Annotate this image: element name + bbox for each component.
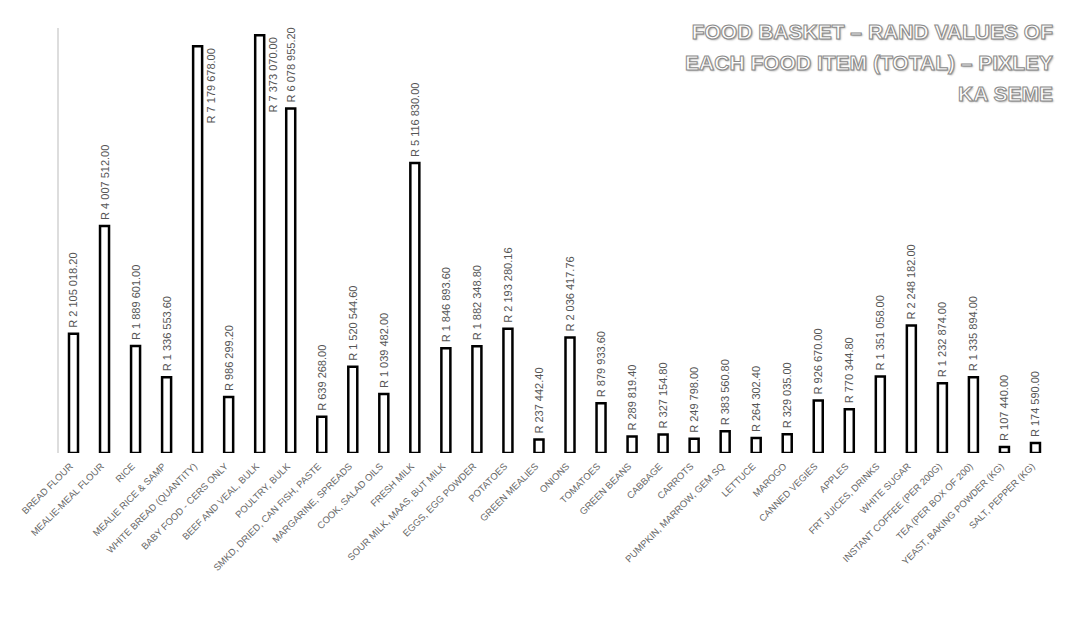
svg-text:BEEF AND VEAL, BULK: BEEF AND VEAL, BULK — [179, 460, 262, 542]
svg-text:R 1 351 058.00: R 1 351 058.00 — [874, 295, 886, 370]
svg-text:R 2 036 417.76: R 2 036 417.76 — [564, 256, 576, 331]
svg-text:R 879 933.60: R 879 933.60 — [595, 331, 607, 397]
svg-text:BABY FOOD - CERS ONLY: BABY FOOD - CERS ONLY — [138, 460, 231, 552]
svg-text:R 249 798.00: R 249 798.00 — [688, 367, 700, 433]
svg-text:FRT JUICES, DRINKS: FRT JUICES, DRINKS — [806, 460, 882, 537]
svg-text:R 2 105 018.20: R 2 105 018.20 — [68, 252, 80, 327]
svg-text:POTATOES: POTATOES — [466, 460, 510, 504]
svg-text:R 6 078 955.20: R 6 078 955.20 — [285, 27, 297, 102]
svg-text:POULTRY, BULK: POULTRY, BULK — [233, 460, 293, 520]
svg-text:MEALIE RICE & SAMP: MEALIE RICE & SAMP — [90, 460, 168, 539]
svg-text:BREAD FLOUR: BREAD FLOUR — [19, 461, 75, 517]
svg-text:EGGS, EGG POWDER: EGGS, EGG POWDER — [400, 461, 478, 539]
svg-text:R 1 889 601.00: R 1 889 601.00 — [130, 265, 142, 340]
svg-text:R 2 193 280.16: R 2 193 280.16 — [502, 247, 514, 322]
svg-text:R 383 560.80: R 383 560.80 — [719, 359, 731, 425]
svg-text:ONIONS: ONIONS — [537, 460, 572, 495]
svg-text:GREEN BEANS: GREEN BEANS — [577, 461, 633, 517]
svg-text:R 174 590.00: R 174 590.00 — [1029, 371, 1041, 437]
svg-text:R 7 179 678.00: R 7 179 678.00 — [205, 48, 217, 123]
svg-text:WHITE SUGAR: WHITE SUGAR — [857, 460, 913, 516]
svg-text:LETTUCE: LETTUCE — [719, 460, 758, 499]
svg-text:R 1 520 544.60: R 1 520 544.60 — [347, 286, 359, 361]
svg-text:CARROTS: CARROTS — [654, 460, 696, 502]
svg-text:R 1 039 482.00: R 1 039 482.00 — [378, 313, 390, 388]
svg-text:CANNED VEGIES: CANNED VEGIES — [757, 461, 820, 524]
svg-text:R 770 344.80: R 770 344.80 — [843, 337, 855, 403]
svg-text:FRESH MILK: FRESH MILK — [368, 460, 417, 509]
svg-text:R 1 232 874.00: R 1 232 874.00 — [936, 302, 948, 377]
svg-text:TOMATOES: TOMATOES — [557, 460, 603, 506]
svg-text:R 327 154.80: R 327 154.80 — [657, 362, 669, 428]
svg-text:R 639 268.00: R 639 268.00 — [316, 345, 328, 411]
svg-text:SOUR MILK, MAAS, BUT MILK: SOUR MILK, MAAS, BUT MILK — [345, 460, 448, 563]
svg-text:R 5 116 830.00: R 5 116 830.00 — [409, 83, 421, 157]
svg-text:WHITE BREAD (QUANTITY): WHITE BREAD (QUANTITY) — [104, 460, 200, 556]
svg-text:CABBAGE: CABBAGE — [624, 460, 665, 501]
svg-text:COOK, SALAD OILS: COOK, SALAD OILS — [314, 460, 386, 532]
svg-text:PUMPKIN, MARROW, GEM SQ: PUMPKIN, MARROW, GEM SQ — [623, 461, 727, 565]
svg-text:R 1 846 893.60: R 1 846 893.60 — [440, 267, 452, 342]
svg-text:R 289 819.40: R 289 819.40 — [626, 365, 638, 431]
svg-text:GREEN MEALIES: GREEN MEALIES — [478, 461, 541, 524]
svg-text:INSTANT COFFEE (PER 200G): INSTANT COFFEE (PER 200G) — [840, 460, 944, 565]
svg-text:MAROGO: MAROGO — [750, 460, 789, 499]
svg-text:R 329 035.00: R 329 035.00 — [781, 362, 793, 428]
svg-text:YEAST, BAKING POWDER (KG): YEAST, BAKING POWDER (KG) — [899, 460, 1006, 567]
svg-text:APPLES: APPLES — [816, 460, 851, 495]
svg-text:TEA (PER BOX OF 200): TEA (PER BOX OF 200) — [893, 460, 975, 542]
svg-text:R 986 299.20: R 986 299.20 — [223, 325, 235, 391]
svg-text:R 2 248 182.00: R 2 248 182.00 — [905, 244, 917, 319]
svg-text:R 926 670.00: R 926 670.00 — [812, 328, 824, 394]
svg-text:R 1 882 348.80: R 1 882 348.80 — [471, 265, 483, 340]
svg-text:MEALIE-MEAL FLOUR: MEALIE-MEAL FLOUR — [28, 460, 106, 538]
svg-text:R 4 007 512.00: R 4 007 512.00 — [99, 145, 111, 220]
svg-text:RICE: RICE — [113, 461, 137, 485]
svg-text:R 237 442.40: R 237 442.40 — [533, 367, 545, 433]
svg-text:R 7 373 070.00: R 7 373 070.00 — [267, 37, 279, 112]
svg-text:R 1 335 894.00: R 1 335 894.00 — [967, 296, 979, 371]
svg-text:R 1 336 553.60: R 1 336 553.60 — [161, 296, 173, 371]
svg-text:R 107 440.00: R 107 440.00 — [998, 375, 1010, 441]
svg-text:R 264 302.40: R 264 302.40 — [750, 366, 762, 432]
svg-text:SMKD, DRIED, CAN FISH, PASTE: SMKD, DRIED, CAN FISH, PASTE — [211, 461, 323, 573]
html-text:FOOD BASKET – RAND VALUES OF E: FOOD BASKET – RAND VALUES OF EACH FOOD I… — [685, 20, 1053, 105]
svg-text:SALT, PEPPER (KG): SALT, PEPPER (KG) — [967, 461, 1037, 531]
svg-text:MARGARINE, SPREADS: MARGARINE, SPREADS — [269, 460, 355, 545]
